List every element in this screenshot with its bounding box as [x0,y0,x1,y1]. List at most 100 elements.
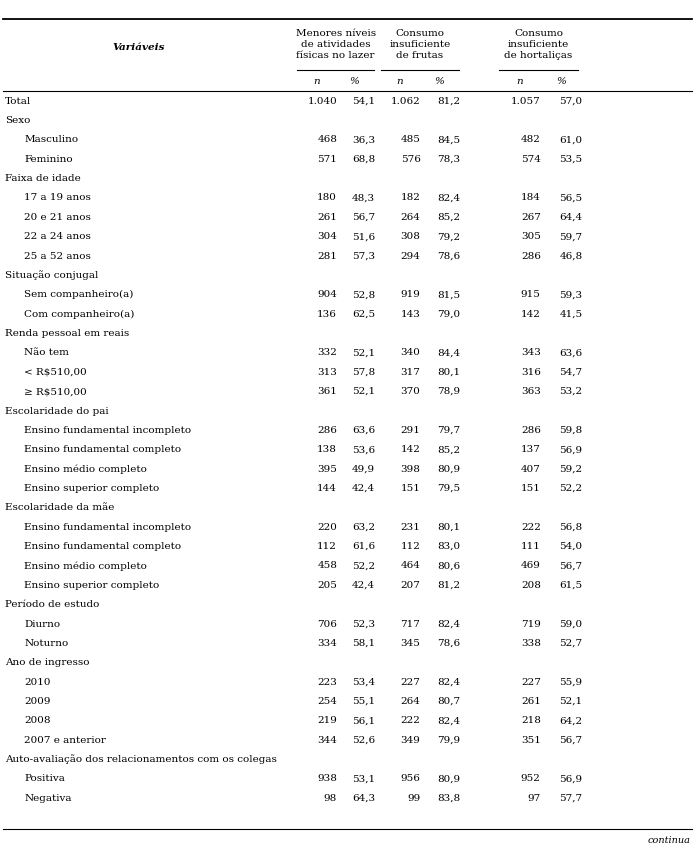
Text: Menores níveis
de atividades
físicas no lazer: Menores níveis de atividades físicas no … [295,28,376,61]
Text: 576: 576 [400,155,420,164]
Text: 59,0: 59,0 [559,620,582,628]
Text: 2008: 2008 [24,716,51,725]
Text: 1.040: 1.040 [307,97,337,106]
Text: 904: 904 [317,291,337,299]
Text: Masculino: Masculino [24,135,79,144]
Text: 20 e 21 anos: 20 e 21 anos [24,213,91,221]
Text: 482: 482 [521,135,541,144]
Text: 64,2: 64,2 [559,716,582,725]
Text: 49,9: 49,9 [352,464,375,474]
Text: 59,3: 59,3 [559,291,582,299]
Text: 142: 142 [521,310,541,319]
Text: 83,8: 83,8 [437,793,460,803]
Text: 112: 112 [317,542,337,551]
Text: Ensino fundamental completo: Ensino fundamental completo [24,445,181,454]
Text: 574: 574 [521,155,541,164]
Text: Situação conjugal: Situação conjugal [5,270,98,280]
Text: 571: 571 [317,155,337,164]
Text: 79,9: 79,9 [437,735,460,745]
Text: Ensino médio completo: Ensino médio completo [24,561,147,570]
Text: 207: 207 [400,581,420,590]
Text: 57,7: 57,7 [559,793,582,803]
Text: 1.057: 1.057 [511,97,541,106]
Text: continua: continua [647,836,690,846]
Text: 220: 220 [317,522,337,532]
Text: 52,6: 52,6 [352,735,375,745]
Text: 80,6: 80,6 [437,562,460,570]
Text: 208: 208 [521,581,541,590]
Text: 59,8: 59,8 [559,426,582,435]
Text: 59,7: 59,7 [559,233,582,241]
Text: 227: 227 [521,678,541,687]
Text: 46,8: 46,8 [559,251,582,261]
Text: 63,2: 63,2 [352,522,375,532]
Text: Consumo
insuficiente
de hortaliças: Consumo insuficiente de hortaliças [505,28,573,61]
Text: Feminino: Feminino [24,155,73,164]
Text: 84,5: 84,5 [437,135,460,144]
Text: 80,1: 80,1 [437,368,460,377]
Text: 56,9: 56,9 [559,775,582,783]
Text: 63,6: 63,6 [352,426,375,435]
Text: Total: Total [5,97,31,106]
Text: 52,7: 52,7 [559,639,582,648]
Text: n: n [396,77,403,86]
Text: 468: 468 [317,135,337,144]
Text: 222: 222 [400,716,420,725]
Text: 79,0: 79,0 [437,310,460,319]
Text: 264: 264 [400,697,420,706]
Text: 41,5: 41,5 [559,310,582,319]
Text: 332: 332 [317,348,337,357]
Text: 112: 112 [400,542,420,551]
Text: %: % [557,77,566,86]
Text: 55,9: 55,9 [559,678,582,687]
Text: 317: 317 [400,368,420,377]
Text: 82,4: 82,4 [437,678,460,687]
Text: 919: 919 [400,291,420,299]
Text: 111: 111 [521,542,541,551]
Text: 340: 340 [400,348,420,357]
Text: 84,4: 84,4 [437,348,460,357]
Text: Ensino fundamental completo: Ensino fundamental completo [24,542,181,551]
Text: 138: 138 [317,445,337,454]
Text: 136: 136 [317,310,337,319]
Text: 915: 915 [521,291,541,299]
Text: Escolaridade da mãe: Escolaridade da mãe [5,504,114,512]
Text: 313: 313 [317,368,337,377]
Text: 56,9: 56,9 [559,445,582,454]
Text: Auto-avaliação dos relacionamentos com os colegas: Auto-avaliação dos relacionamentos com o… [5,755,277,764]
Text: 36,3: 36,3 [352,135,375,144]
Text: 338: 338 [521,639,541,648]
Text: 56,7: 56,7 [352,213,375,221]
Text: < R$510,00: < R$510,00 [24,368,87,377]
Text: 52,2: 52,2 [352,562,375,570]
Text: 231: 231 [400,522,420,532]
Text: Positiva: Positiva [24,775,65,783]
Text: 78,6: 78,6 [437,251,460,261]
Text: 952: 952 [521,775,541,783]
Text: 78,6: 78,6 [437,639,460,648]
Text: 281: 281 [317,251,337,261]
Text: 264: 264 [400,213,420,221]
Text: 182: 182 [400,193,420,203]
Text: n: n [516,77,523,86]
Text: 54,7: 54,7 [559,368,582,377]
Text: 55,1: 55,1 [352,697,375,706]
Text: 267: 267 [521,213,541,221]
Text: n: n [313,77,320,86]
Text: 81,5: 81,5 [437,291,460,299]
Text: 137: 137 [521,445,541,454]
Text: Ensino fundamental incompleto: Ensino fundamental incompleto [24,522,191,532]
Text: 458: 458 [317,562,337,570]
Text: 81,2: 81,2 [437,581,460,590]
Text: 227: 227 [400,678,420,687]
Text: Sexo: Sexo [5,116,31,125]
Text: Faixa de idade: Faixa de idade [5,174,81,183]
Text: 62,5: 62,5 [352,310,375,319]
Text: 85,2: 85,2 [437,213,460,221]
Text: 22 a 24 anos: 22 a 24 anos [24,233,91,241]
Text: 61,6: 61,6 [352,542,375,551]
Text: Diurno: Diurno [24,620,60,628]
Text: 82,4: 82,4 [437,620,460,628]
Text: 184: 184 [521,193,541,203]
Text: 151: 151 [521,484,541,493]
